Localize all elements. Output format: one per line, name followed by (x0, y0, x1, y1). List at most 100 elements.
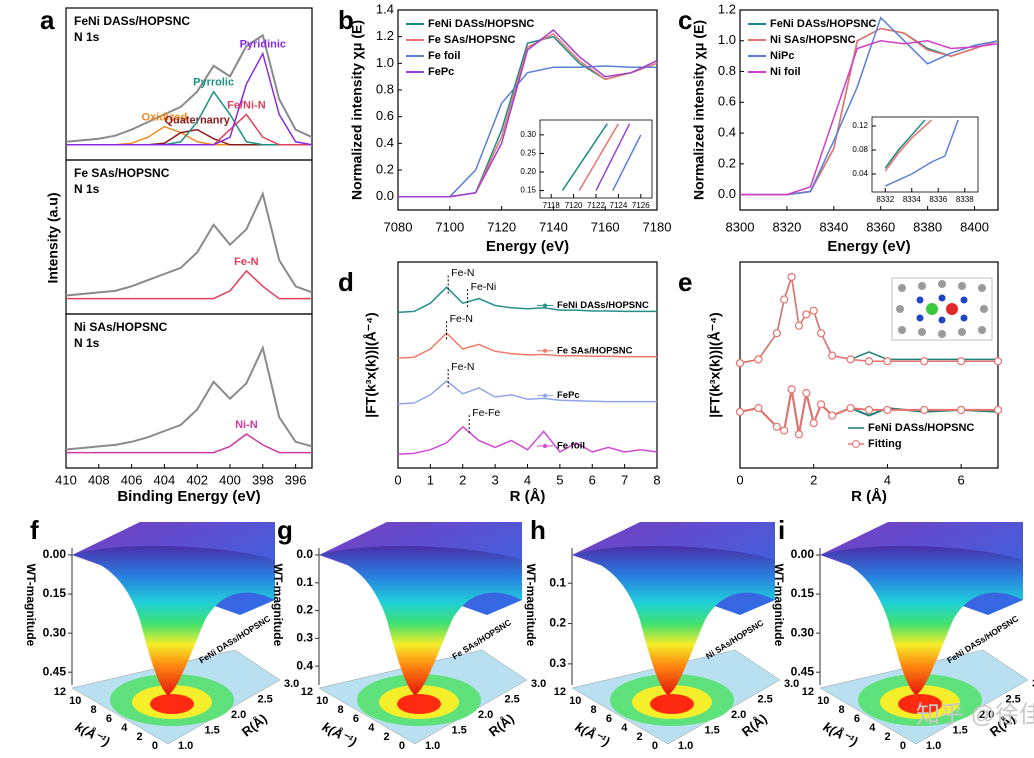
y-tick-label: 2.5 (505, 693, 520, 705)
z-tick-label: 0.4 (296, 658, 313, 672)
data-point (993, 357, 1003, 366)
y-tick-label: 2.5 (758, 693, 773, 705)
y-axis-label: Normalized intensity χμ (E) (691, 20, 707, 200)
data-point (816, 400, 826, 409)
legend-label: FePc (428, 66, 454, 78)
annotation: Fe-Fe (472, 407, 500, 419)
y-tick-label: 0.08 (852, 145, 868, 154)
peak-label: Pyridinic (240, 39, 286, 51)
data-point (809, 306, 818, 315)
x-tick-label: 4 (621, 722, 628, 734)
x-tick-label: 8340 (819, 219, 848, 234)
legend-marker (543, 303, 547, 308)
z-tick-label: 0.3 (296, 631, 313, 645)
data-point (735, 359, 745, 368)
y-tick-label: 0.6 (718, 94, 736, 109)
data-point (864, 405, 874, 415)
y-tick-label: 0.6 (376, 108, 394, 123)
panel-label: d (338, 267, 354, 297)
x-tick-label: 2 (885, 731, 891, 743)
x-tick-label: 8334 (903, 195, 921, 204)
x-tick-label: 8338 (956, 195, 974, 204)
data-line (65, 344, 313, 451)
data-point (787, 385, 796, 394)
z-tick-label: 0.2 (296, 603, 313, 617)
data-line (578, 123, 620, 191)
y-tick-label: 0.0 (718, 186, 736, 201)
data-point (809, 418, 818, 428)
peak-label: Ni-N (235, 419, 258, 431)
z-axis-label: WT-magnitude (524, 564, 538, 647)
x-tick-label: 10 (316, 695, 328, 707)
data-point (883, 405, 892, 415)
x-tick-label: 396 (285, 472, 307, 487)
legend-label: Fe foil (428, 50, 460, 62)
panel-label: h (530, 515, 546, 545)
x-tick-label: 8300 (726, 219, 755, 234)
x-tick-label: 4 (524, 472, 531, 487)
data-point (754, 355, 763, 364)
z-tick-label: 0.2 (549, 616, 566, 630)
annotation: Fe-N (450, 313, 473, 325)
data-line (740, 40, 999, 196)
x-tick-label: 8380 (913, 219, 942, 234)
y-axis-label: Normalized intensity χμ (E) (349, 20, 365, 200)
y-tick-label: 2.0 (979, 709, 994, 721)
data-point (920, 405, 929, 415)
contour (898, 694, 942, 714)
x-tick-label: 402 (186, 472, 208, 487)
x-tick-label: 410 (55, 472, 77, 487)
z-tick-label: 0.15 (43, 586, 67, 600)
data-line (884, 119, 933, 172)
data-line (397, 380, 657, 405)
data-line (66, 125, 312, 146)
data-line (65, 33, 313, 143)
x-tick-label: 7124 (610, 201, 628, 210)
x-tick-label: 8 (91, 704, 97, 716)
data-point (802, 388, 811, 398)
y-axis-label: Intensity (a.u) (45, 192, 61, 283)
y-tick-label: 1.0 (425, 740, 440, 752)
x-tick-label: 4 (368, 722, 375, 734)
y-tick-label: 0.8 (376, 81, 394, 96)
data-line (612, 134, 642, 191)
y-tick-label: 1.5 (953, 724, 968, 736)
x-tick-label: 2 (384, 731, 390, 743)
surface-plot: 0.00.10.20.30.4WT-magnitude024681012k(Å⁻… (271, 515, 546, 752)
data-point (780, 295, 789, 304)
z-tick-label: 0.0 (296, 547, 313, 561)
legend-label: FeNi DASs/HOPSNC (557, 300, 649, 311)
x-tick-label: 8 (653, 472, 660, 487)
plot-frame (397, 9, 658, 211)
x-tick-label: 2 (137, 731, 143, 743)
data-point (754, 403, 763, 413)
x-tick-label: 6 (106, 713, 112, 725)
y-tick-label: 1.0 (178, 740, 193, 752)
surface-funnel (572, 545, 775, 695)
plot-frame (739, 9, 999, 211)
y-tick-label: 0.2 (376, 161, 394, 176)
y-tick-label: 2.0 (231, 709, 246, 721)
plot-frame (871, 116, 979, 193)
data-point (816, 329, 826, 338)
z-tick-label: 0.1 (296, 575, 313, 589)
y-tick-label: 0.20 (520, 167, 536, 176)
z-axis-label: WT-magnitude (271, 564, 285, 647)
x-tick-label: 6 (854, 713, 860, 725)
data-point (864, 357, 874, 366)
x-axis-label: Energy (eV) (486, 238, 569, 255)
data-line (884, 119, 959, 187)
y-tick-label: 0.25 (520, 149, 536, 158)
data-point (957, 357, 966, 366)
x-tick-label: 2 (810, 472, 817, 487)
z-tick-label: 0.00 (791, 547, 815, 561)
y-tick-label: 0.4 (718, 125, 736, 140)
data-point (802, 310, 811, 319)
x-tick-label: 4 (884, 472, 891, 487)
subplot-subtitle: N 1s (74, 336, 100, 350)
data-line (595, 123, 631, 191)
z-axis-label: WT-magnitude (772, 564, 786, 647)
y-tick-label: 3.0 (784, 678, 799, 690)
z-tick-label: 0.45 (43, 664, 67, 678)
